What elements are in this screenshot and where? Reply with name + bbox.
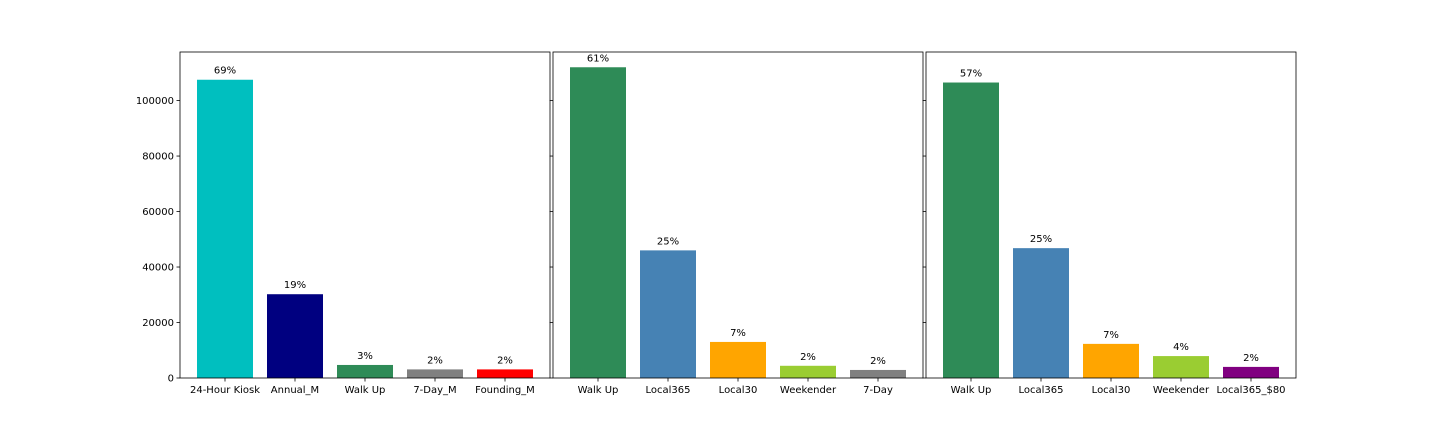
bar-value-label: 69% [214,66,236,77]
bar-value-label: 2% [800,352,816,363]
bar-1-5 [477,369,533,378]
bar-value-label: 25% [1030,234,1052,245]
bar-value-label: 57% [960,69,982,80]
bar-value-label: 61% [587,53,609,64]
bar-value-label: 2% [1243,353,1259,364]
x-tick-label: Local30 [1092,385,1131,396]
bar-value-label: 7% [730,328,746,339]
y-tick-label: 60000 [142,207,174,218]
bar-1-1 [197,79,253,378]
bar-value-label: 2% [870,356,886,367]
y-tick-label: 100000 [136,96,174,107]
bar-3-1 [943,82,999,378]
chart-panel-3: 57% Walk Up 25% Local365 7% Local30 4% Weekende… [922,51,1297,396]
x-tick-label: Weekender [780,385,837,396]
axes-frame [552,51,924,379]
bar-2-5 [850,369,906,378]
bar-1-4 [407,369,463,378]
bar-value-label: 3% [357,351,373,362]
y-tick-label: 20000 [142,318,174,329]
y-tick-label: 80000 [142,152,174,163]
chart-panel-2: 61% Walk Up 25% Local365 7% Local30 2% Weekende… [549,51,924,396]
y-tick-label: 0 [168,374,174,385]
x-tick-label: Local365_$80 [1216,385,1285,396]
bar-3-5 [1223,366,1279,378]
bar-value-label: 4% [1173,342,1189,353]
x-tick-label: Walk Up [951,385,992,396]
x-tick-label: Local365 [645,385,690,396]
bar-1-3 [337,364,393,378]
y-tick-label: 40000 [142,263,174,274]
bar-value-label: 2% [427,355,443,366]
bar-value-label: 25% [657,236,679,247]
x-tick-label: Local365 [1018,385,1063,396]
bar-1-2 [267,294,323,378]
bar-2-1 [570,67,626,378]
x-tick-label: Annual_M [271,385,319,396]
x-tick-label: Walk Up [345,385,386,396]
bar-value-label: 2% [497,355,513,366]
bar-2-2 [640,250,696,378]
x-tick-label: Local30 [719,385,758,396]
bar-value-label: 19% [284,280,306,291]
x-tick-label: 7-Day_M [413,385,456,396]
bar-2-3 [710,341,766,378]
x-tick-label: 7-Day [863,385,893,396]
chart-panel-1: 69% 24-Hour Kiosk 19% Annual_M 3% Walk Up 2% 7-… [136,51,551,396]
axes-frame [179,51,551,379]
x-tick-label: 24-Hour Kiosk [190,385,260,396]
x-tick-label: Walk Up [578,385,619,396]
x-tick-label: Weekender [1153,385,1210,396]
axes-frame [925,51,1297,379]
bar-value-label: 7% [1103,330,1119,341]
bar-2-4 [780,365,836,378]
bar-3-4 [1153,356,1209,378]
bar-3-2 [1013,248,1069,378]
x-tick-label: Founding_M [475,385,535,396]
bar-3-3 [1083,343,1139,378]
